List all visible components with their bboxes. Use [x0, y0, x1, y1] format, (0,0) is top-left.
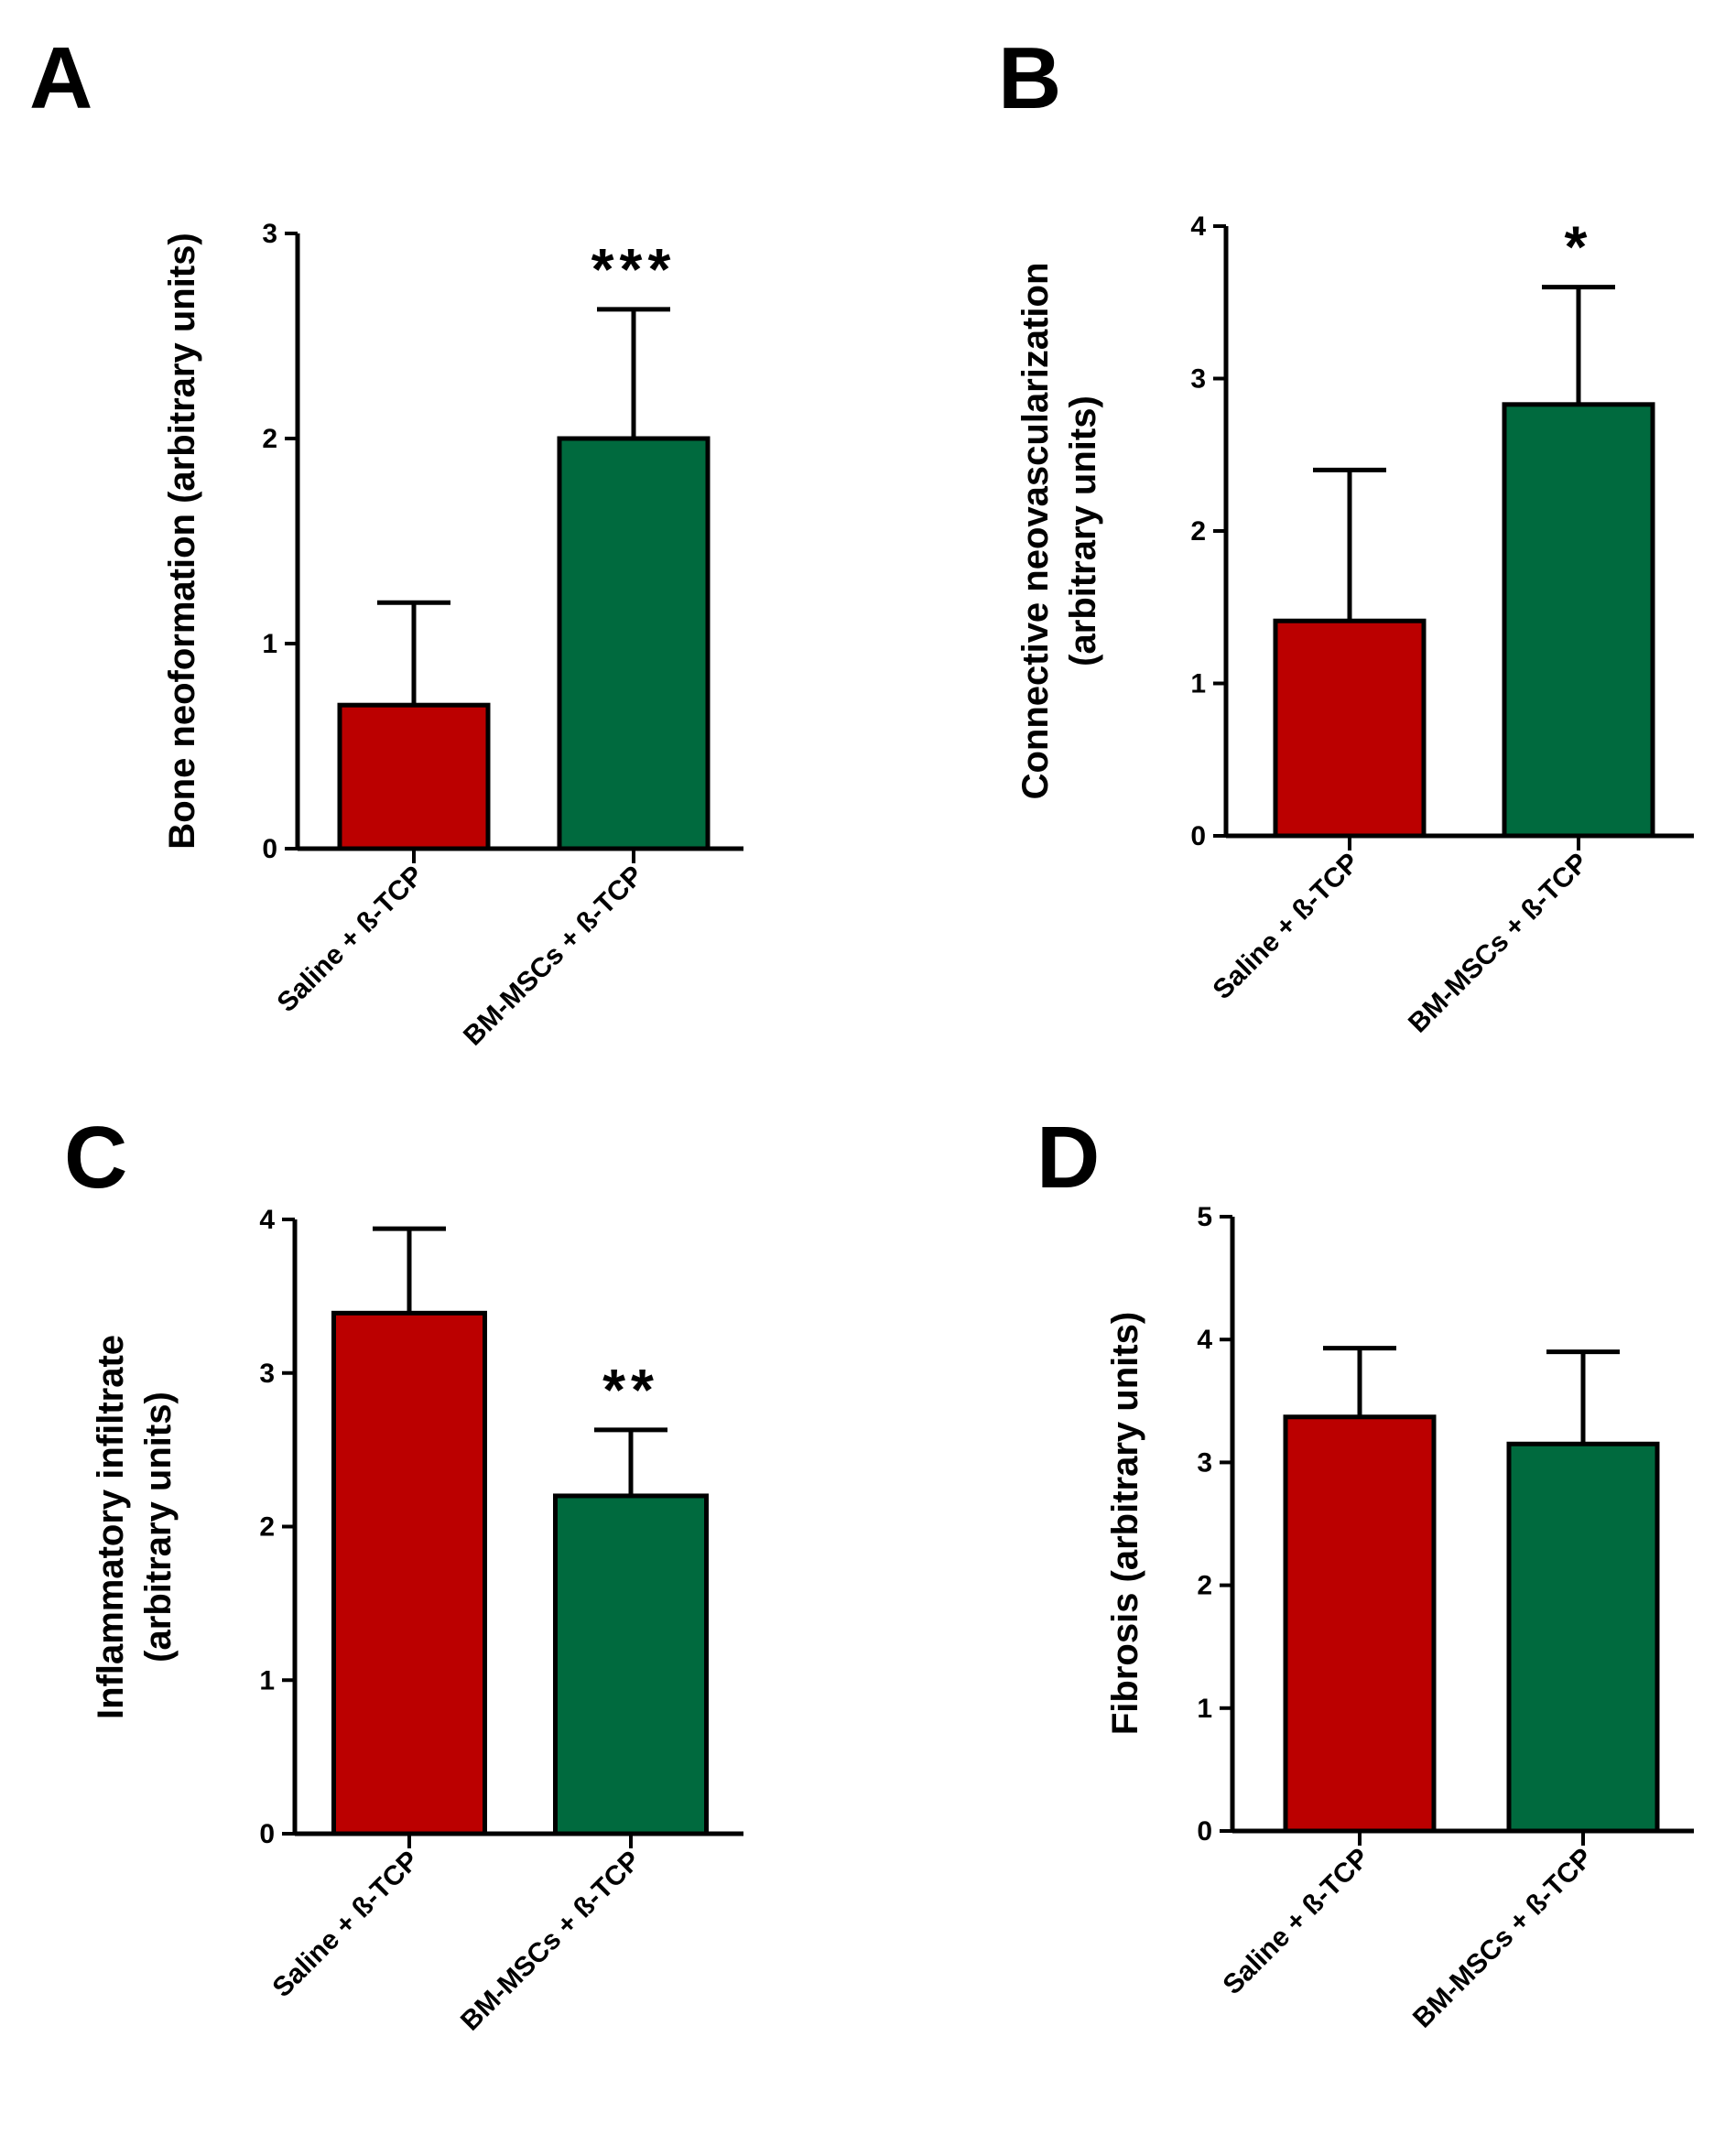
y-axis-label: Connective neovascularization	[1015, 263, 1056, 800]
y-tick-label-4: 4	[259, 1205, 275, 1235]
significance-marker-bmmscs: ***	[591, 236, 677, 302]
panel-letter-b: B	[998, 29, 1061, 127]
y-tick-label-0: 0	[1197, 1816, 1212, 1847]
y-tick-label-0: 0	[1190, 821, 1206, 851]
y-axis-label: (arbitrary units)	[138, 1392, 179, 1663]
bar-bmmscs	[553, 1493, 709, 1836]
bar-bmmscs	[557, 436, 711, 851]
y-axis-label: (arbitrary units)	[1063, 395, 1103, 666]
y-tick-label-3: 3	[1190, 364, 1206, 395]
y-axis-label: Inflammatory infiltrate	[91, 1335, 131, 1719]
category-label-bmmscs: BM-MSCs + ß-TCP	[458, 861, 649, 1052]
y-axis-label: Bone neoformation (arbitrary units)	[162, 233, 202, 849]
panel-a: A 0 1 2 3 Bone neoformation (arbitrary units)…	[29, 29, 743, 1052]
y-tick-label-2: 2	[259, 1512, 275, 1543]
y-tick-label-1: 1	[1190, 669, 1206, 699]
bar-bmmscs	[1502, 402, 1655, 839]
bar-saline	[331, 1310, 487, 1836]
category-label-saline: Saline + ß-TCP	[1217, 1843, 1374, 2000]
category-label-bmmscs: BM-MSCs + ß-TCP	[1403, 848, 1594, 1039]
y-tick-label-1: 1	[259, 1665, 275, 1695]
y-tick-label-1: 1	[1197, 1694, 1212, 1724]
significance-marker-bmmscs: *	[1565, 214, 1593, 280]
bar-bmmscs	[1506, 1441, 1660, 1834]
category-label-saline: Saline + ß-TCP	[271, 861, 429, 1018]
category-label-bmmscs: BM-MSCs + ß-TCP	[1407, 1843, 1599, 2034]
panel-letter-d: D	[1036, 1109, 1100, 1207]
y-tick-label-0: 0	[259, 1819, 275, 1849]
panel-b: B 0 1 2 3 4 Connective neovascularization (arbi…	[998, 29, 1694, 1039]
category-label-bmmscs: BM-MSCs + ß-TCP	[455, 1846, 646, 2037]
y-tick-label-3: 3	[259, 1359, 275, 1389]
significance-marker-bmmscs: **	[602, 1357, 659, 1423]
y-tick-label-2: 2	[1190, 516, 1206, 547]
bar-saline	[337, 702, 491, 851]
y-tick-label-1: 1	[262, 629, 277, 659]
y-tick-label-4: 4	[1190, 211, 1206, 242]
y-tick-label-3: 3	[1197, 1447, 1212, 1478]
panel-d: D 0 1 2 3 4 5 Fibrosis (arbitrary units) Saline …	[1036, 1109, 1694, 2034]
panel-letter-c: C	[64, 1109, 127, 1207]
y-tick-label-2: 2	[262, 424, 277, 454]
category-label-saline: Saline + ß-TCP	[266, 1846, 424, 2003]
y-tick-label-2: 2	[1197, 1571, 1212, 1601]
y-tick-label-4: 4	[1197, 1325, 1212, 1355]
panel-letter-a: A	[29, 29, 92, 127]
panel-c: C 0 1 2 3 4 Inflammatory infiltrate (arbitrary …	[64, 1109, 743, 2037]
y-tick-label-3: 3	[262, 219, 277, 249]
category-label-saline: Saline + ß-TCP	[1207, 848, 1364, 1005]
bar-saline	[1273, 618, 1427, 839]
bar-saline	[1283, 1414, 1437, 1834]
y-axis-label: Fibrosis (arbitrary units)	[1105, 1312, 1145, 1735]
y-tick-label-0: 0	[262, 834, 277, 864]
y-tick-label-5: 5	[1197, 1202, 1212, 1232]
